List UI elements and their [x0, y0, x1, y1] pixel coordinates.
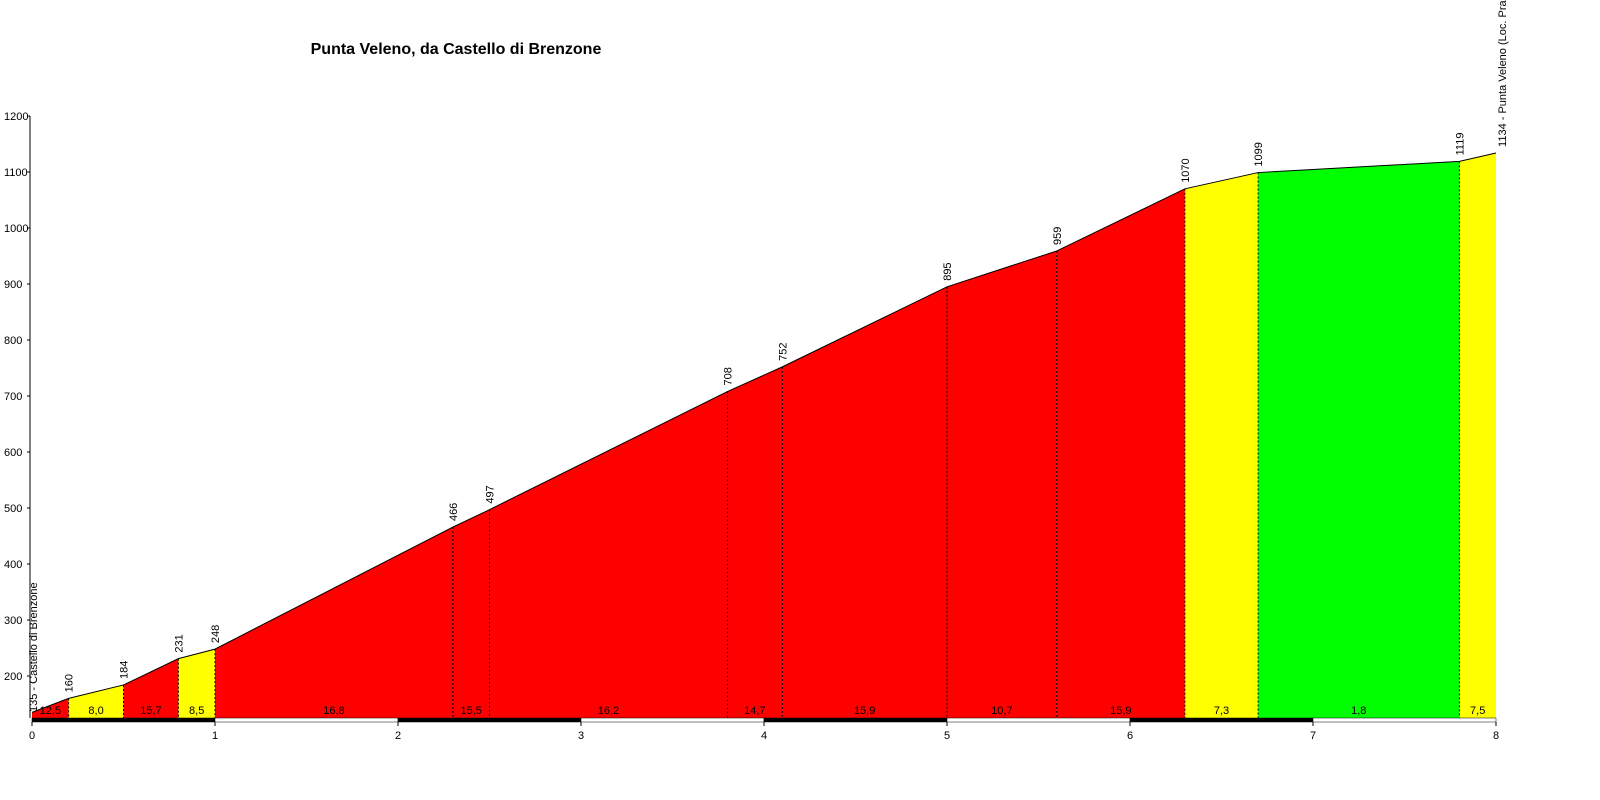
- elevation-label: 752: [777, 343, 789, 361]
- y-tick-label: 1000: [4, 223, 28, 235]
- y-tick-label: 700: [4, 391, 22, 403]
- gradient-label: 7,5: [1470, 705, 1485, 717]
- gradient-label: 1,8: [1351, 705, 1366, 717]
- gradient-segment: [1184, 172, 1259, 718]
- gradient-segment: [1459, 152, 1496, 718]
- gradient-label: 15,9: [854, 705, 875, 717]
- elevation-label: 160: [64, 674, 76, 692]
- y-tick-label: 500: [4, 503, 22, 515]
- y-tick-label: 900: [4, 279, 22, 291]
- elevation-label: 1119: [1454, 133, 1466, 156]
- y-tick-label: 600: [4, 447, 22, 459]
- elevation-label: 497: [485, 485, 497, 503]
- km-bar: [1312, 717, 1497, 723]
- y-tick-label: 1100: [4, 167, 28, 179]
- gradient-segment: [1258, 161, 1460, 719]
- elevation-label: 231: [173, 634, 185, 652]
- y-tick-label: 400: [4, 559, 22, 571]
- elevation-label: 466: [448, 503, 460, 521]
- profile-line: [31, 152, 1497, 713]
- km-bar: [397, 717, 582, 723]
- gradient-segment: [782, 286, 947, 718]
- elevation-label: 184: [119, 661, 131, 679]
- gradient-segment: [1056, 188, 1185, 719]
- x-tick-label: 6: [1127, 730, 1133, 742]
- gradient-label: 12,5: [40, 705, 61, 717]
- gradient-label: 15,7: [140, 705, 161, 717]
- gradient-segment: [68, 684, 124, 718]
- chart-title: Punta Veleno, da Castello di Brenzone: [311, 41, 602, 58]
- gradient-segment: [452, 509, 490, 718]
- gradient-segment: [215, 527, 453, 718]
- x-tick-label: 8: [1493, 730, 1499, 742]
- x-tick-label: 0: [29, 730, 35, 742]
- gradient-segment: [178, 649, 215, 718]
- x-tick-label: 3: [578, 730, 584, 742]
- elevation-label: 135 - Castello di Brenzone: [28, 582, 40, 712]
- x-tick-label: 2: [395, 730, 401, 742]
- km-bar: [580, 717, 765, 723]
- gradient-segment: [489, 391, 728, 718]
- gradient-label: 8,0: [88, 705, 103, 717]
- km-bar: [31, 717, 216, 723]
- x-tick-label: 1: [212, 730, 218, 742]
- gradient-label: 15,9: [1110, 705, 1131, 717]
- km-bar: [763, 717, 948, 723]
- gradient-segment: [123, 658, 179, 718]
- elevation-label: 1099: [1253, 142, 1265, 166]
- gradient-segment: [947, 250, 1057, 718]
- elevation-label: 248: [210, 625, 222, 643]
- gradient-label: 7,3: [1214, 705, 1229, 717]
- gradient-segment: [727, 366, 783, 718]
- y-tick-label: 800: [4, 335, 22, 347]
- elevation-label: 708: [722, 367, 734, 385]
- elevation-label: 1070: [1180, 158, 1192, 182]
- elevation-label: 895: [942, 262, 954, 280]
- km-bar: [214, 717, 399, 723]
- gradient-label: 14,7: [744, 705, 765, 717]
- gradient-segment: [32, 698, 69, 718]
- gradient-label: 15,5: [460, 705, 481, 717]
- gradient-label: 8,5: [189, 705, 204, 717]
- x-tick-label: 7: [1310, 730, 1316, 742]
- km-bar: [1129, 717, 1314, 723]
- x-tick-label: 5: [944, 730, 950, 742]
- elevation-label: 959: [1052, 227, 1064, 245]
- gradient-label: 16,2: [598, 705, 619, 717]
- y-tick-label: 300: [4, 615, 22, 627]
- y-tick-label: 1200: [4, 111, 28, 123]
- gradient-label: 10,7: [991, 705, 1012, 717]
- y-tick-label: 200: [4, 671, 22, 683]
- x-tick-label: 4: [761, 730, 767, 742]
- km-bar: [946, 717, 1131, 723]
- elevation-label: 1134 - Punta Veleno (Loc. Pra: [1497, 0, 1509, 147]
- gradient-label: 16,8: [323, 705, 344, 717]
